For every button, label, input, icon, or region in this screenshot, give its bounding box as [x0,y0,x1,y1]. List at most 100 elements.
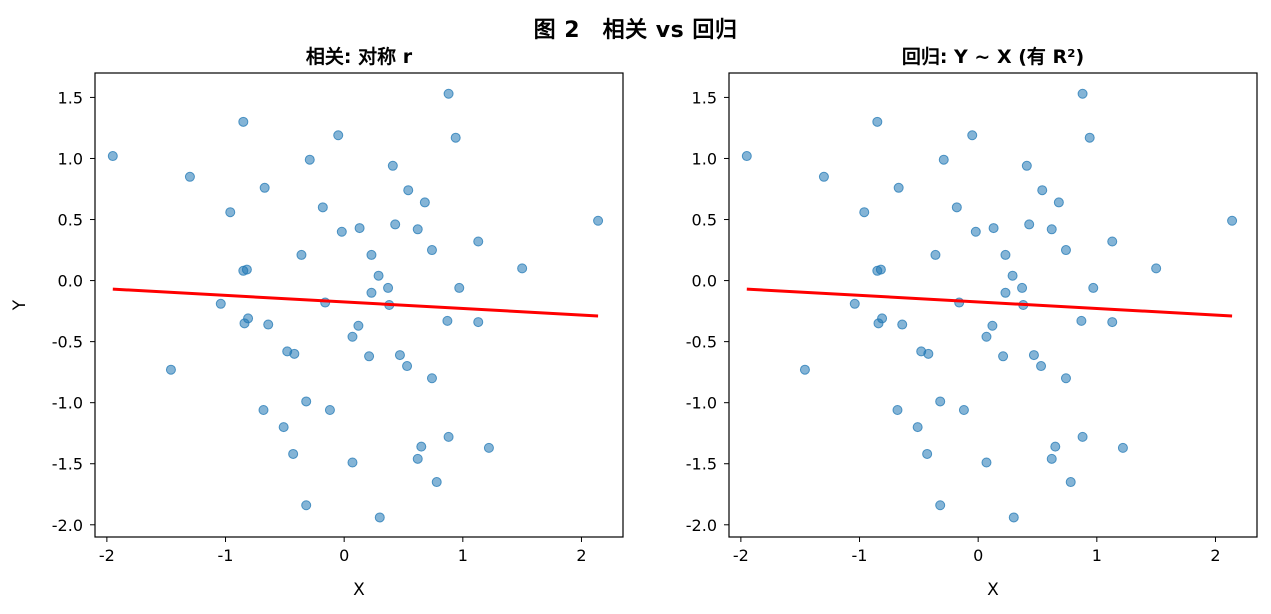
data-point [402,361,413,372]
data-point [419,197,430,208]
data-point [263,319,274,330]
data-point [987,320,998,331]
x-tick-label: 2 [576,546,586,565]
y-tick-label: 0.0 [58,272,83,291]
data-point [390,219,401,230]
data-point [443,88,454,99]
data-point [1077,88,1088,99]
data-point [289,348,300,359]
data-point [336,226,347,237]
data-point [296,249,307,260]
x-tick-label: -1 [218,546,234,565]
data-point [872,265,883,276]
data-point [799,364,810,375]
y-tick-label: 0.0 [692,272,717,291]
fit-line [112,287,599,318]
data-point [1046,453,1057,464]
y-tick-label: -1.0 [686,394,717,413]
data-point [981,457,992,468]
x-tick-label: -2 [733,546,749,565]
y-tick-label: 1.5 [692,88,717,107]
data-point [324,405,335,416]
data-point [215,298,226,309]
data-point [922,448,933,459]
data-point [1151,263,1162,274]
x-tick-label: -2 [99,546,115,565]
data-point [1065,477,1076,488]
data-point [373,270,384,281]
y-tick-label: -1.5 [52,455,83,474]
data-point [243,313,254,324]
data-point [473,317,484,328]
data-point [1060,245,1071,256]
data-point [970,226,981,237]
data-point [1077,431,1088,442]
data-point [998,351,1009,362]
data-point [892,405,903,416]
data-point [426,373,437,384]
data-point [165,364,176,375]
data-point [431,477,442,488]
data-point [1028,350,1039,361]
data-point [1046,224,1057,235]
x-tick-label: 1 [458,546,468,565]
y-tick-label: 0.5 [58,211,83,230]
data-point [741,151,752,162]
data-point [849,298,860,309]
data-point [859,207,870,218]
data-point [1107,236,1118,247]
data-point [877,313,888,324]
fit-line [746,287,1233,318]
data-point [930,249,941,260]
x-axis-label: X [987,580,999,600]
data-point [1084,132,1095,143]
data-point [483,442,494,453]
data-point [1088,282,1099,293]
data-point [258,405,269,416]
data-point [347,457,358,468]
data-point [366,249,377,260]
data-point [951,202,962,213]
data-point [1000,249,1011,260]
panel-title: 相关: 对称 r [306,45,413,68]
axes-frame [728,72,1258,538]
data-point [958,405,969,416]
data-point [426,245,437,256]
y-tick-label: -1.5 [686,455,717,474]
panel-regression: 回归: Y ~ X (有 R²) -2 -1 0 1 2 -2.0 -1.5 -1.0 -0.5 0… [686,45,1258,600]
data-point [238,265,249,276]
data-point [1076,315,1087,326]
data-point [347,331,358,342]
data-point [938,154,949,165]
y-tick-label: -2.0 [52,516,83,535]
data-point [317,202,328,213]
data-point [364,351,375,362]
data-point [353,320,364,331]
data-point [1060,373,1071,384]
data-point [912,422,923,433]
x-axis-label: X [353,580,365,600]
data-point [872,116,883,127]
data-point [1037,185,1048,196]
data-point [981,331,992,342]
data-point [818,171,829,182]
y-tick-label: 1.5 [58,88,83,107]
data-point [301,396,312,407]
x-tick-label: 0 [973,546,983,565]
data-point [184,171,195,182]
data-point [442,315,453,326]
data-point [374,512,385,523]
data-point [366,287,377,298]
data-point [1021,160,1032,171]
data-point [1050,441,1061,452]
data-point [387,160,398,171]
figure-title: 图 2 相关 vs 回归 [533,18,738,43]
data-point [107,151,118,162]
data-point [383,282,394,293]
data-point [259,182,270,193]
data-point [333,130,344,141]
data-point [935,396,946,407]
data-point [893,182,904,193]
data-point [988,223,999,234]
